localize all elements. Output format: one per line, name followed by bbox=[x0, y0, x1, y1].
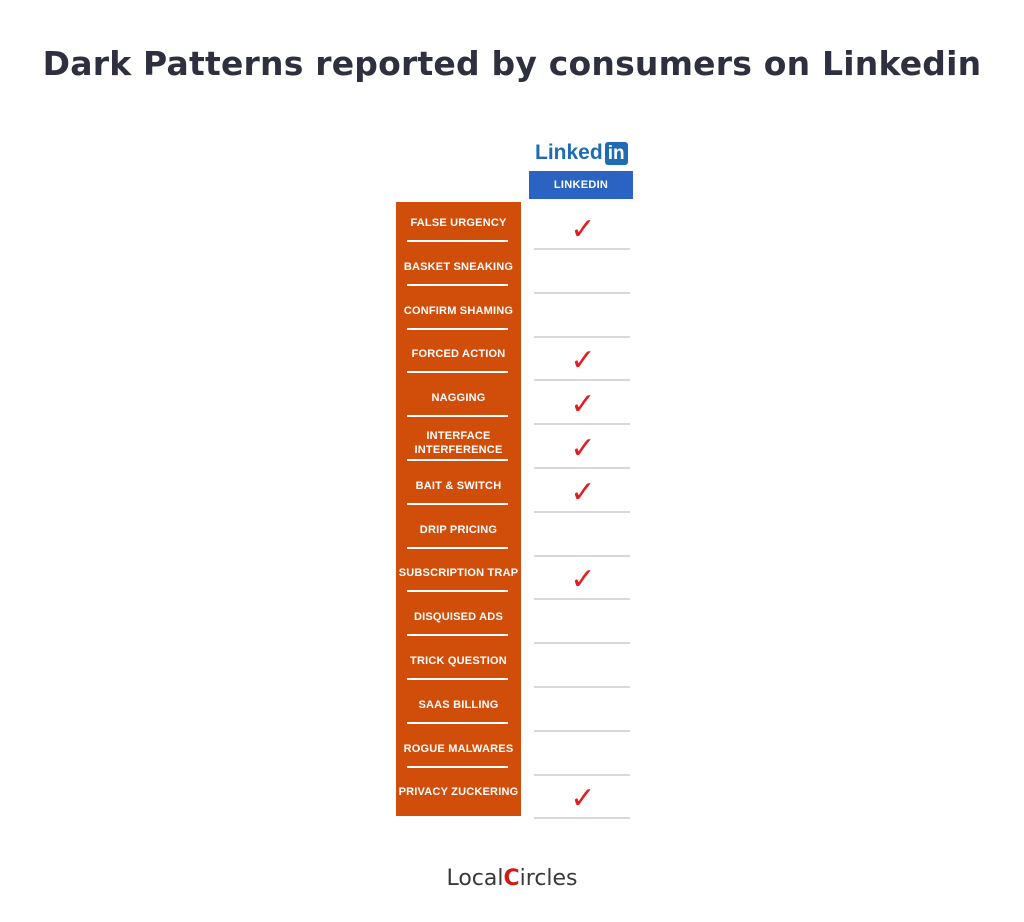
row-label: NAGGING bbox=[431, 392, 486, 405]
row-label-separator bbox=[407, 371, 508, 374]
check-mark-icon: ✓ bbox=[570, 387, 596, 423]
footer-logo-mark: C bbox=[503, 866, 520, 891]
row-label-separator bbox=[407, 765, 508, 768]
row-label-separator bbox=[407, 546, 508, 549]
row-label: FORCED ACTION bbox=[411, 348, 506, 361]
cell-divider bbox=[534, 686, 630, 688]
cell-divider bbox=[534, 335, 630, 338]
row-label-separator bbox=[407, 678, 508, 680]
cell-divider bbox=[534, 248, 630, 250]
row-label-separator bbox=[407, 240, 508, 242]
row-label: BASKET SNEAKING bbox=[403, 260, 514, 273]
row-label: BAIT & SWITCH bbox=[415, 479, 502, 492]
row-label: SUBSCRIPTION TRAP bbox=[398, 567, 519, 580]
row-label-separator bbox=[407, 459, 508, 461]
row-label-separator bbox=[407, 283, 508, 286]
row-label-separator bbox=[407, 634, 508, 637]
linkedin-logo-text: Linked bbox=[535, 141, 603, 164]
row-label: TRICK QUESTION bbox=[410, 655, 507, 667]
cell-divider bbox=[534, 510, 630, 513]
cell-divider bbox=[534, 642, 630, 645]
cell-divider bbox=[534, 817, 630, 820]
row-label: DRIP PRICING bbox=[419, 523, 498, 536]
row-label: ROGUE MALWARES bbox=[403, 742, 514, 755]
linkedin-logo-badge: in bbox=[604, 141, 628, 165]
row-label-separator bbox=[407, 327, 508, 330]
check-mark-icon: ✓ bbox=[570, 343, 596, 379]
chart-title: Dark Patterns reported by consumers on L… bbox=[42, 44, 982, 83]
row-label-separator bbox=[407, 415, 508, 418]
row-label: CONFIRM SHAMING bbox=[403, 304, 514, 317]
row-label-panel bbox=[396, 202, 521, 816]
row-label-separator bbox=[407, 590, 508, 593]
check-mark-icon: ✓ bbox=[570, 431, 596, 466]
check-mark-icon: ✓ bbox=[570, 474, 596, 510]
row-label: PRIVACY ZUCKERING bbox=[398, 786, 519, 799]
cell-divider bbox=[534, 467, 630, 469]
linkedin-logo: Linked in bbox=[535, 140, 628, 166]
cell-divider bbox=[534, 379, 630, 382]
cell-divider bbox=[534, 598, 630, 601]
row-label-separator bbox=[407, 502, 508, 505]
row-label: FALSE URGENCY bbox=[410, 217, 507, 229]
cell-divider bbox=[534, 554, 630, 557]
check-mark-icon: ✓ bbox=[570, 781, 596, 817]
check-mark-icon: ✓ bbox=[570, 562, 596, 598]
row-label: DISQUISED ADS bbox=[414, 611, 503, 624]
footer-logo-right: ircles bbox=[519, 866, 578, 891]
row-label-line: INTERFERENCE bbox=[414, 444, 503, 456]
cell-divider bbox=[534, 729, 630, 732]
cell-divider bbox=[534, 773, 630, 776]
column-header-linkedin: LINKEDIN bbox=[529, 171, 633, 199]
row-label: INTERFACE INTERFERENCE bbox=[396, 429, 521, 457]
row-label-line: INTERFACE bbox=[426, 430, 491, 442]
footer-logo-left: Local bbox=[446, 866, 504, 891]
cell-divider bbox=[534, 291, 630, 294]
cell-divider bbox=[534, 423, 630, 426]
row-label: SAAS BILLING bbox=[418, 698, 499, 711]
row-label-separator bbox=[407, 721, 508, 724]
check-mark-icon: ✓ bbox=[570, 212, 596, 247]
